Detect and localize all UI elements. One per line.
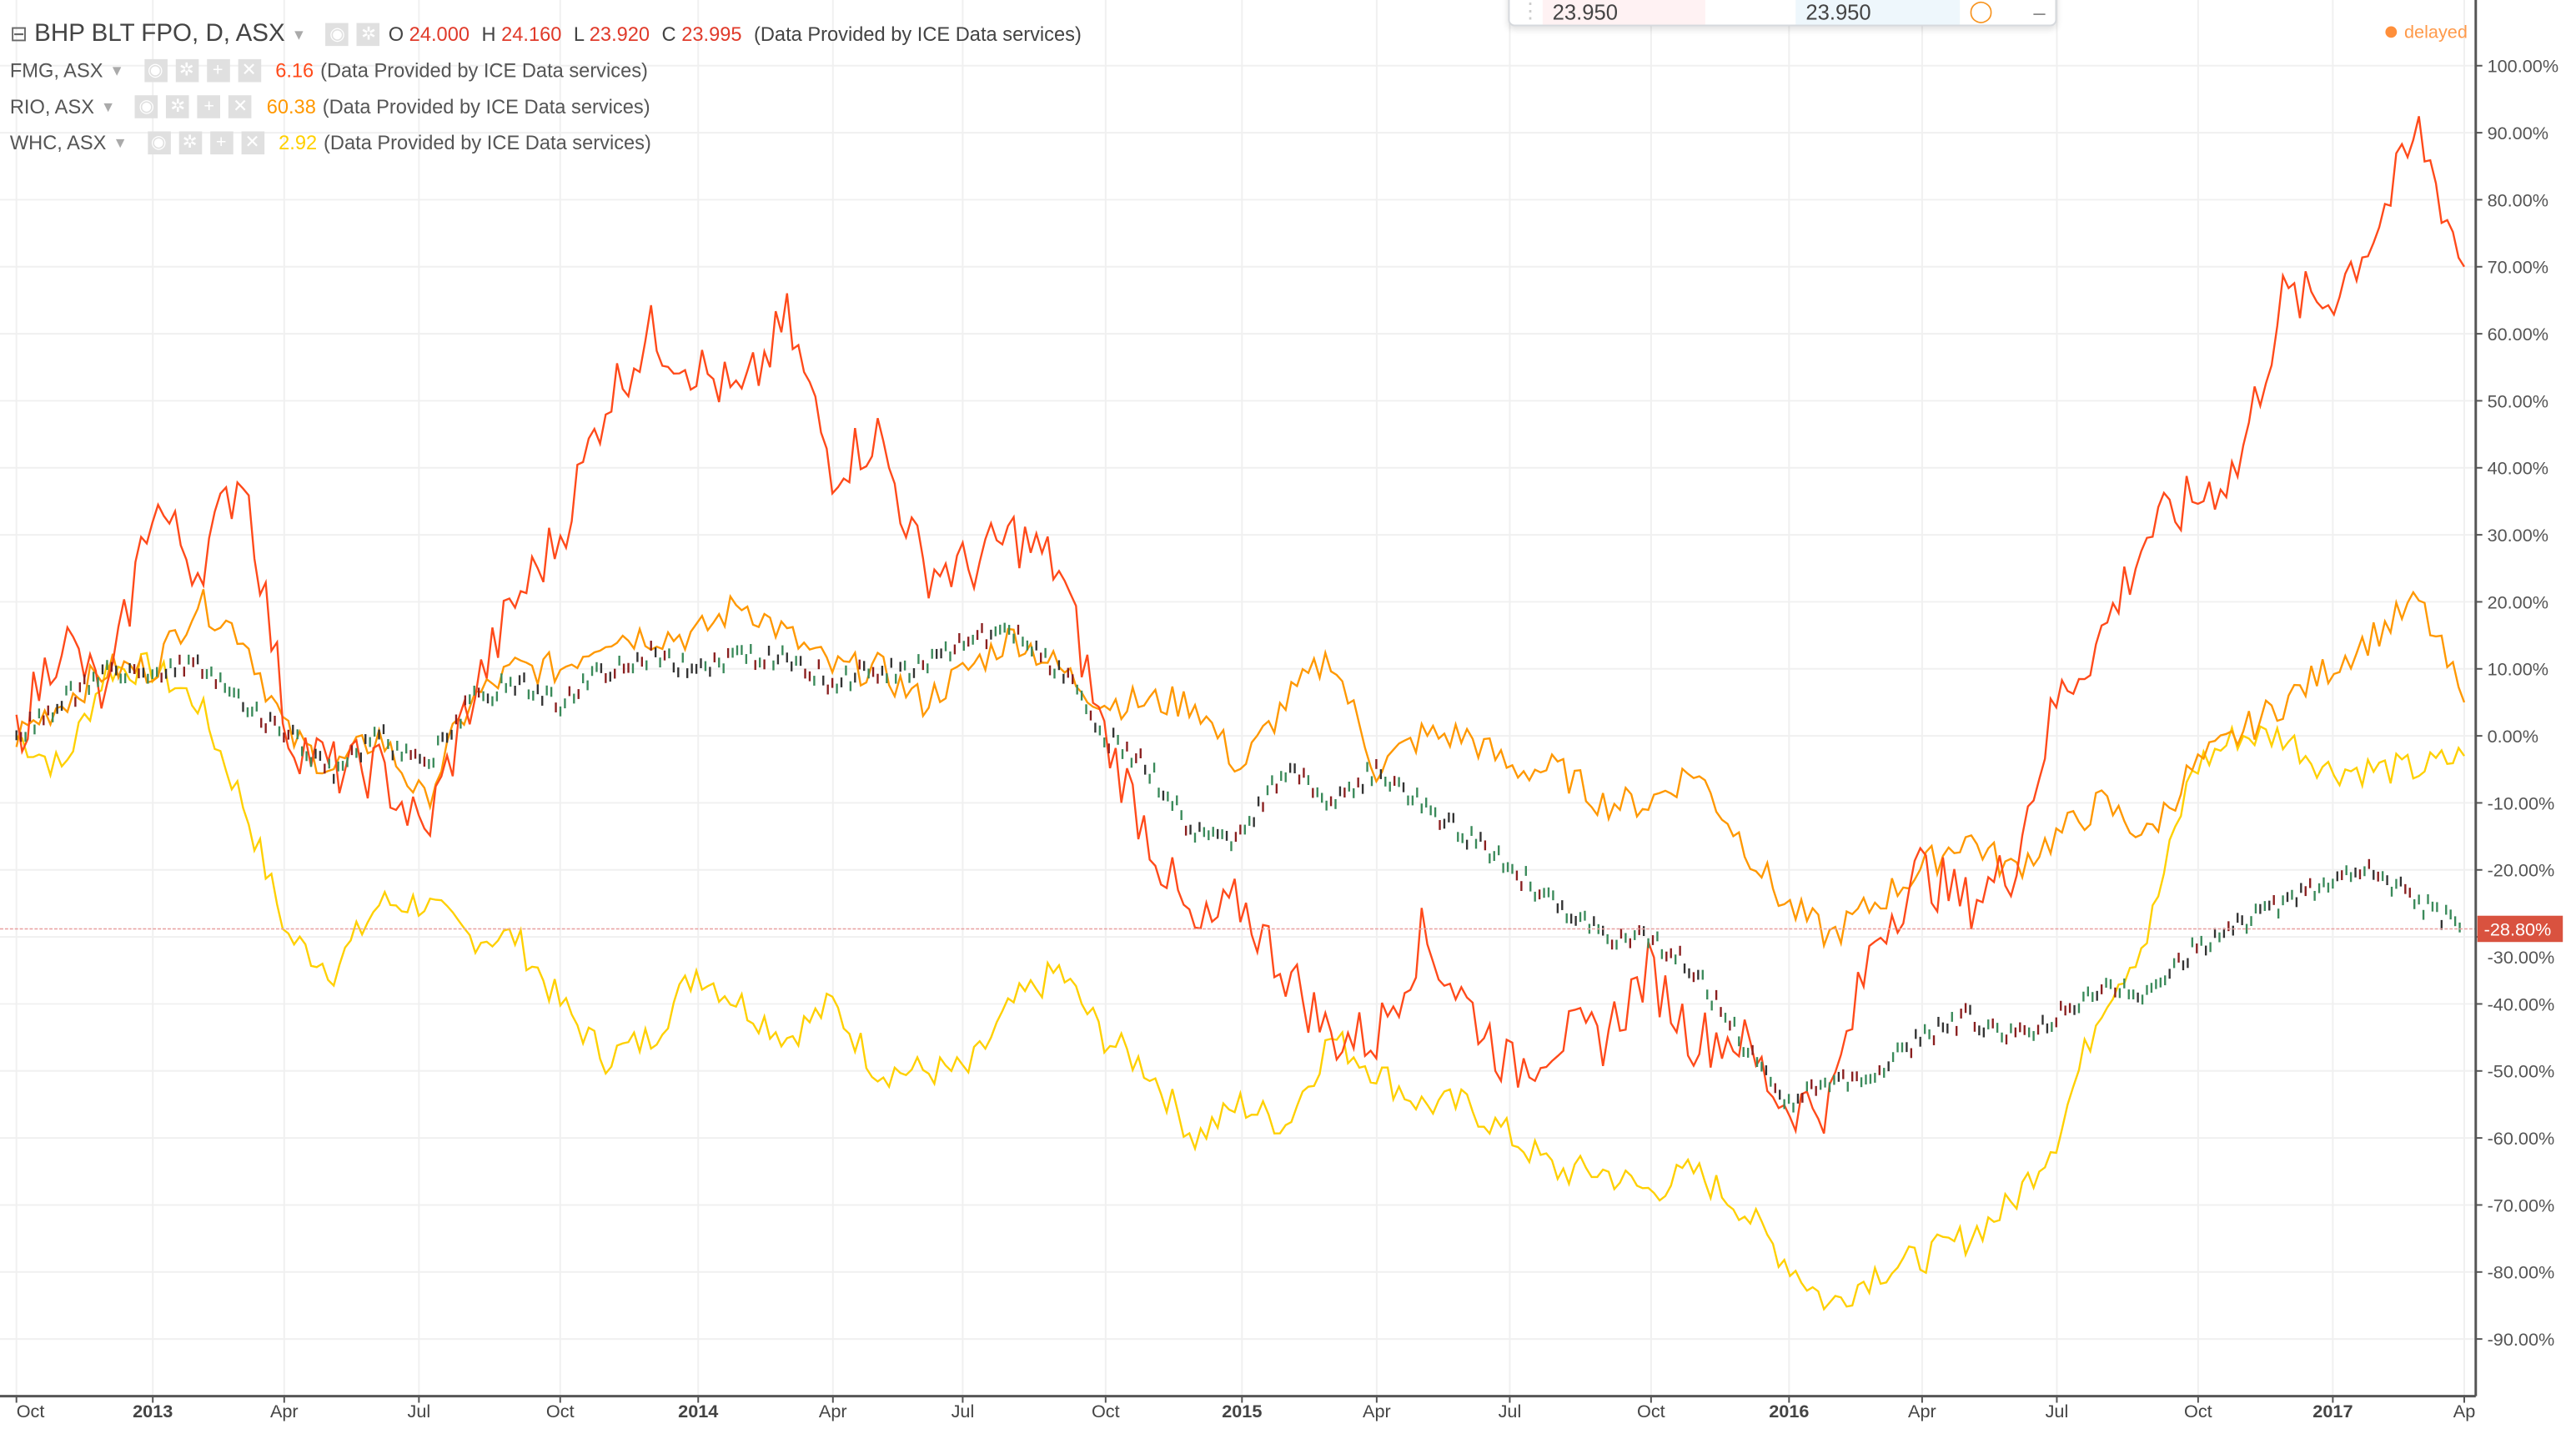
x-tick-label: Apr — [1363, 1401, 1391, 1421]
collapse-icon[interactable]: ⊟ — [9, 20, 28, 46]
series-line-rio — [15, 589, 2466, 949]
chevron-down-icon[interactable]: ▼ — [109, 62, 124, 79]
gear-icon[interactable]: ✲ — [357, 22, 380, 46]
y-tick-label: 70.00% — [2488, 257, 2548, 278]
y-tick-label: -50.00% — [2488, 1061, 2555, 1082]
symbol-value: 60.38 — [266, 95, 316, 118]
y-tick-label: -20.00% — [2488, 860, 2555, 881]
close-icon[interactable]: ✕ — [240, 131, 264, 155]
symbol-label[interactable]: FMG, ASX — [9, 58, 103, 83]
eye-icon[interactable]: ◉ — [135, 95, 158, 118]
x-tick-label: Apr — [1908, 1401, 1936, 1421]
x-tick-label: Jul — [2046, 1401, 2069, 1421]
symbol-label[interactable]: RIO, ASX — [9, 95, 94, 118]
y-tick-label: 60.00% — [2488, 324, 2548, 345]
y-tick-label: 40.00% — [2488, 458, 2548, 479]
drag-handle[interactable]: ⋮ — [1519, 0, 1541, 23]
x-tick-label: 2014 — [678, 1401, 718, 1421]
eye-icon[interactable]: ◉ — [325, 22, 349, 46]
chevron-down-icon[interactable]: ▼ — [291, 25, 307, 43]
eye-icon[interactable]: ◉ — [143, 58, 168, 83]
eye-icon[interactable]: ◉ — [147, 131, 171, 155]
delayed-status: delayed — [2386, 23, 2468, 43]
y-tick-label: -30.00% — [2488, 947, 2555, 968]
x-tick-label: Ap — [2453, 1401, 2476, 1421]
symbol-label[interactable]: WHC, ASX — [9, 131, 107, 155]
x-tick-label: Jul — [1499, 1401, 1522, 1421]
y-tick-label: -60.00% — [2488, 1128, 2555, 1149]
y-tick-label: 90.00% — [2488, 123, 2548, 143]
legend-rio: RIO, ASX ▼ ◉ ✲ + ✕ 60.38 (Data Provided by IC… — [10, 95, 650, 118]
x-tick-label: Apr — [270, 1401, 299, 1421]
close-icon[interactable]: ✕ — [228, 95, 252, 118]
sell-button[interactable]: 23.950 — [1542, 0, 1706, 25]
y-tick-label: -90.00% — [2488, 1329, 2555, 1350]
x-tick-label: Jul — [408, 1401, 431, 1421]
y-tick-label: 100.00% — [2488, 56, 2559, 77]
main-symbol-legend: ⊟ BHP BLT FPO, D, ASX ▼ ◉ ✲ O 24.000 H 24… — [10, 20, 1082, 48]
y-tick-label: -70.00% — [2488, 1195, 2555, 1215]
chevron-down-icon[interactable]: ▼ — [100, 98, 116, 115]
x-tick-label: 2017 — [2312, 1401, 2353, 1421]
gear-icon[interactable]: ✲ — [178, 131, 202, 155]
legend-whc: WHC, ASX ▼ ◉ ✲ + ✕ 2.92 (Data Provided by ICE… — [9, 131, 651, 155]
trade-panel: ⋮ 23.950 23.950 ◯ – — [1508, 0, 2057, 27]
main-symbol-title[interactable]: BHP BLT FPO, D, ASX — [34, 19, 285, 48]
timer-icon[interactable]: ◯ — [1969, 0, 1993, 23]
x-tick-label: Oct — [2184, 1401, 2212, 1421]
y-tick-label: 20.00% — [2488, 591, 2548, 612]
gear-icon[interactable]: ✲ — [175, 58, 198, 83]
ohlc-values: O 24.000 H 24.160 L 23.920 C 23.995 (Dat… — [388, 22, 1082, 46]
last-price-badge — [2477, 915, 2563, 943]
data-source: (Data Provided by ICE Data services) — [324, 131, 651, 155]
y-tick-label: 50.00% — [2488, 390, 2548, 411]
x-tick-label: 2016 — [1769, 1401, 1809, 1421]
y-tick-label: -10.00% — [2488, 792, 2555, 813]
x-tick-label: Apr — [819, 1401, 847, 1421]
x-tick-label: Oct — [17, 1401, 45, 1421]
buy-button[interactable]: 23.950 — [1795, 0, 1960, 25]
x-tick-label: Oct — [1637, 1401, 1665, 1421]
series-line-fmg — [15, 116, 2466, 1135]
y-tick-label: -40.00% — [2488, 994, 2555, 1014]
gear-icon[interactable]: ✲ — [166, 95, 190, 118]
close-icon[interactable]: ✕ — [237, 58, 261, 83]
x-tick-label: Oct — [1092, 1401, 1120, 1421]
plus-icon[interactable]: + — [206, 58, 230, 83]
x-tick-label: Jul — [952, 1401, 975, 1421]
symbol-value: 6.16 — [275, 58, 314, 83]
y-tick-label: 80.00% — [2488, 189, 2548, 210]
last-price-label: -28.80% — [2484, 918, 2552, 939]
data-source: (Data Provided by ICE Data services) — [322, 95, 650, 118]
y-tick-label: 30.00% — [2488, 525, 2548, 546]
x-tick-label: Oct — [546, 1401, 575, 1421]
plus-icon[interactable]: + — [197, 95, 221, 118]
chevron-down-icon[interactable]: ▼ — [113, 134, 128, 152]
minimize-button[interactable]: – — [2033, 0, 2046, 25]
legend-fmg: FMG, ASX ▼ ◉ ✲ + ✕ 6.16 (Data Provided by ICE… — [9, 58, 648, 83]
plus-icon[interactable]: + — [209, 131, 233, 155]
data-source: (Data Provided by ICE Data services) — [320, 58, 648, 83]
y-tick-label: -80.00% — [2488, 1262, 2555, 1283]
x-tick-label: 2015 — [1222, 1401, 1262, 1421]
symbol-value: 2.92 — [279, 131, 318, 155]
x-tick-label: 2013 — [133, 1401, 173, 1421]
series-line-whc — [16, 652, 2465, 1311]
y-tick-label: 10.00% — [2488, 659, 2548, 680]
y-tick-label: 0.00% — [2488, 726, 2538, 747]
